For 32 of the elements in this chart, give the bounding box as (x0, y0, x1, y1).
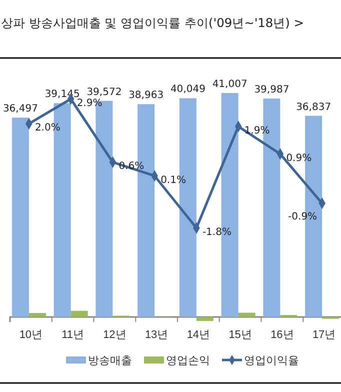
x-tick-label: 10년 (19, 329, 43, 342)
data-label: 1.9% (244, 125, 270, 136)
data-label: 0.9% (286, 152, 312, 164)
bar (238, 312, 256, 317)
x-tick-label: 15년 (228, 329, 252, 342)
data-label: 39,572 (86, 86, 122, 98)
data-label: 2.9% (76, 98, 102, 109)
data-label: 2.0% (34, 122, 60, 134)
x-tick-label: 12년 (103, 329, 126, 342)
bar (12, 118, 29, 317)
data-label: 38,963 (128, 90, 164, 102)
legend-label: 영업이익율 (244, 354, 299, 367)
x-tick-label: 16년 (270, 329, 294, 342)
bar (28, 313, 46, 317)
x-tick-label: 11년 (62, 329, 84, 342)
data-label: 39,145 (44, 89, 80, 100)
data-label: -1.8% (202, 227, 232, 238)
data-label: 36,497 (2, 104, 38, 115)
data-label: 36,837 (296, 102, 332, 113)
data-label: 0.1% (160, 174, 186, 186)
legend-label: 방송매출 (88, 354, 132, 367)
x-tick-label: 17년 (312, 329, 336, 342)
data-label: 41,007 (212, 79, 248, 90)
chart-title: 상파 방송사업매출 및 영업이익률 추이('09년~'18년) > (1, 16, 304, 30)
bar (196, 317, 214, 321)
legend-label: 영업손익 (166, 354, 210, 367)
x-tick-label: 14년 (186, 329, 210, 342)
bar (70, 310, 88, 317)
data-label: -0.9% (288, 211, 318, 222)
x-tick-label: 13년 (144, 329, 168, 342)
data-label: 40,049 (170, 84, 206, 96)
data-label: 39,987 (254, 84, 290, 96)
